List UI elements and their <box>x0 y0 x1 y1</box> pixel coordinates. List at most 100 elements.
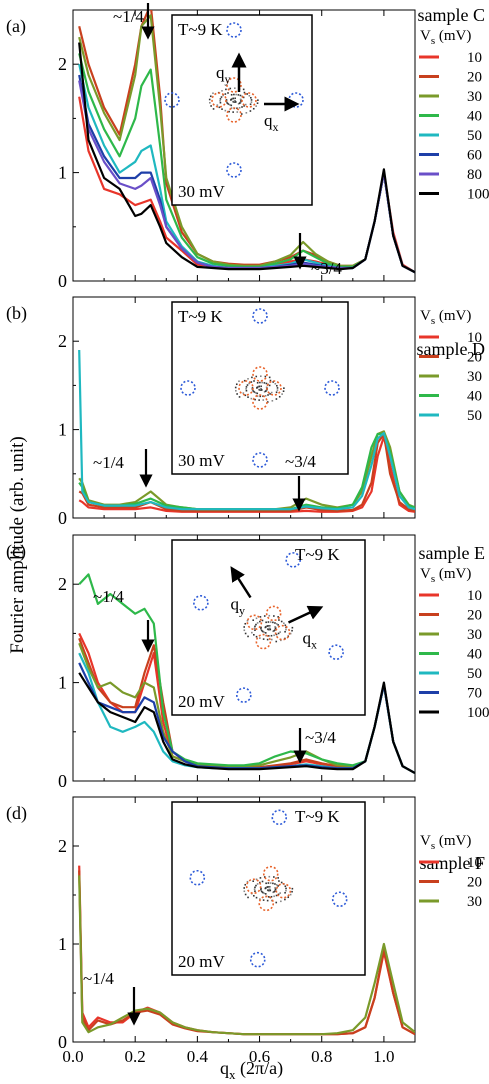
speckle <box>273 615 275 617</box>
speckle <box>261 381 263 384</box>
bragg-peak-marker-orange <box>226 77 242 93</box>
sample-label: sample F <box>420 853 486 873</box>
speckle <box>263 892 265 895</box>
legend-title-main: V <box>420 566 431 582</box>
legend-entry: 10 <box>467 50 482 66</box>
inset-bias-label: 30 mV <box>178 451 225 470</box>
speckle <box>254 398 256 401</box>
bragg-peak-marker-blue <box>193 595 209 611</box>
legend-entry: 100 <box>467 187 489 203</box>
speckle <box>252 390 255 392</box>
temperature-label: T~9 K <box>178 20 223 39</box>
speckle <box>209 101 211 104</box>
series-line-30 <box>78 875 415 1036</box>
speckle <box>260 626 262 629</box>
panel-b: 0 1 2 30 mV T~9 K (b) sample D Vs (mV) 10 20 30 40 5… <box>6 296 485 528</box>
qx-label-main: q <box>303 629 312 648</box>
speckle <box>260 389 263 391</box>
speckle <box>277 877 279 879</box>
speckle <box>245 112 248 114</box>
speckle <box>247 635 249 638</box>
qy-label: qy <box>216 63 231 86</box>
speckle <box>278 880 280 882</box>
speckle <box>230 93 233 96</box>
speckle <box>219 98 222 100</box>
speckle <box>254 886 256 889</box>
speckle <box>273 634 275 637</box>
speckle <box>240 113 243 115</box>
speckle <box>260 628 262 631</box>
speckle <box>251 376 253 379</box>
speckle <box>280 881 283 884</box>
speckle <box>256 883 259 885</box>
speckle <box>291 890 293 893</box>
speckle <box>244 883 247 886</box>
speckle <box>278 395 281 398</box>
speckle <box>238 380 240 383</box>
speckle <box>270 895 273 898</box>
speckle <box>261 890 263 893</box>
speckle <box>275 894 278 897</box>
speckle <box>285 889 287 892</box>
speckle <box>247 396 249 398</box>
speckle <box>229 87 232 90</box>
y-tick-label: 1 <box>58 673 67 693</box>
legend-title-tail: (mV) <box>435 833 471 849</box>
speckle <box>265 634 267 637</box>
legend-entry: 20 <box>467 608 482 624</box>
temperature-label: T~9 K <box>295 545 340 564</box>
speckle <box>246 93 248 95</box>
speckle <box>279 892 282 894</box>
speckle <box>245 389 248 392</box>
speckle <box>267 394 269 396</box>
speckle <box>284 891 286 894</box>
peak-annotation: ~1/4 <box>93 453 124 472</box>
speckle <box>225 88 227 91</box>
legend-entry: 30 <box>467 627 482 643</box>
speckle <box>250 381 253 383</box>
speckle <box>253 627 256 630</box>
qx-label: qx <box>303 629 318 652</box>
speckle <box>275 884 278 886</box>
speckle <box>268 376 271 379</box>
speckle <box>280 639 282 642</box>
legend-title: Vs (mV) <box>420 833 471 852</box>
speckle <box>261 880 264 883</box>
y-tick-label: 0 <box>58 508 67 528</box>
qy-label-sub: y <box>225 72 231 86</box>
speckle <box>285 628 287 631</box>
speckle <box>277 624 279 626</box>
speckle <box>268 614 271 617</box>
x-axis-label-tail: (2π/a) <box>236 1058 284 1079</box>
peak-annotation: ~3/4 <box>311 259 342 278</box>
speckle <box>275 633 278 636</box>
x-tick-label: 0.8 <box>311 1047 332 1066</box>
speckle <box>260 388 262 390</box>
y-tick-label: 0 <box>58 271 67 291</box>
speckle <box>274 887 276 889</box>
x-tick-label: 0.6 <box>249 1047 270 1066</box>
legend-title-tail: (mV) <box>435 566 471 582</box>
speckle <box>221 108 223 110</box>
speckle <box>277 632 280 635</box>
speckle <box>282 390 285 393</box>
speckle <box>272 891 274 894</box>
plot-frame <box>72 9 416 282</box>
bragg-peak-marker-orange <box>252 394 268 410</box>
inset-bias-label: 30 mV <box>178 182 225 201</box>
legend: Vs (mV) 10 20 30 40 50 <box>419 308 482 424</box>
speckle <box>259 616 262 618</box>
speckle <box>262 638 265 640</box>
speckle <box>235 389 237 392</box>
speckle <box>277 616 279 618</box>
series-line-50 <box>78 349 415 511</box>
speckle <box>225 99 228 101</box>
speckle <box>267 886 269 888</box>
speckle <box>236 393 238 395</box>
x-tick-label: 1.0 <box>373 1047 394 1066</box>
speckle <box>239 94 242 97</box>
speckle <box>238 106 241 109</box>
speckle <box>291 629 293 632</box>
